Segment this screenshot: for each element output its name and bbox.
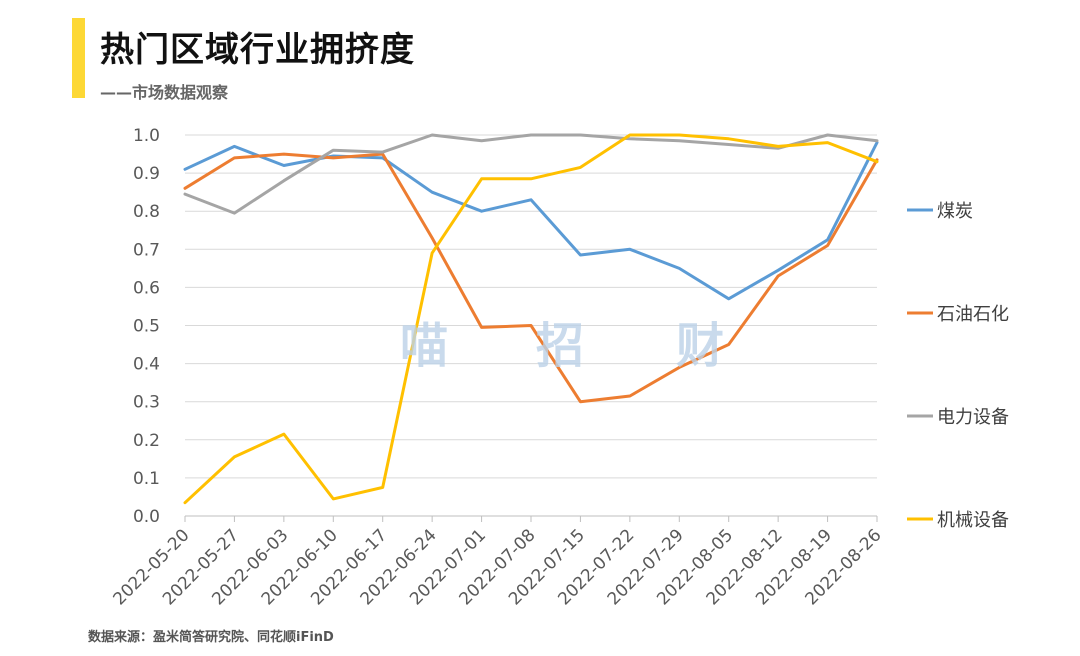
y-tick-label: 0.3 [133,393,160,413]
watermark-char-2: 招 [536,318,585,374]
series-line-3 [183,133,879,215]
legend-label-3: 电力设备 [937,407,1009,428]
legend-label-4: 机械设备 [937,510,1009,531]
y-tick-label: 0.6 [133,278,160,298]
title-accent-bar [72,18,85,98]
legend-label-2: 石油石化 [937,304,1009,325]
y-tick-label: 1.0 [133,126,160,146]
data-source: 数据来源：盈米简答研究院、同花顺iFinD [88,630,334,645]
watermark-char-1: 喵 [400,318,449,374]
legend-label-1: 煤炭 [937,201,973,222]
y-tick-label: 0.1 [133,469,160,489]
y-tick-label: 0.0 [133,507,160,527]
page-subtitle: ——市场数据观察 [100,83,229,102]
y-tick-label: 0.4 [133,355,160,375]
series-line-4 [183,133,879,505]
page-title: 热门区域行业拥挤度 [100,30,415,70]
y-tick-label: 0.7 [133,240,160,260]
y-tick-label: 0.9 [133,164,160,184]
y-tick-label: 0.5 [133,317,160,337]
series-line-1 [183,141,879,301]
watermark-char-3: 财 [676,318,725,374]
y-tick-label: 0.2 [133,431,160,451]
series-line-2 [183,152,879,404]
y-tick-label: 0.8 [133,202,160,222]
